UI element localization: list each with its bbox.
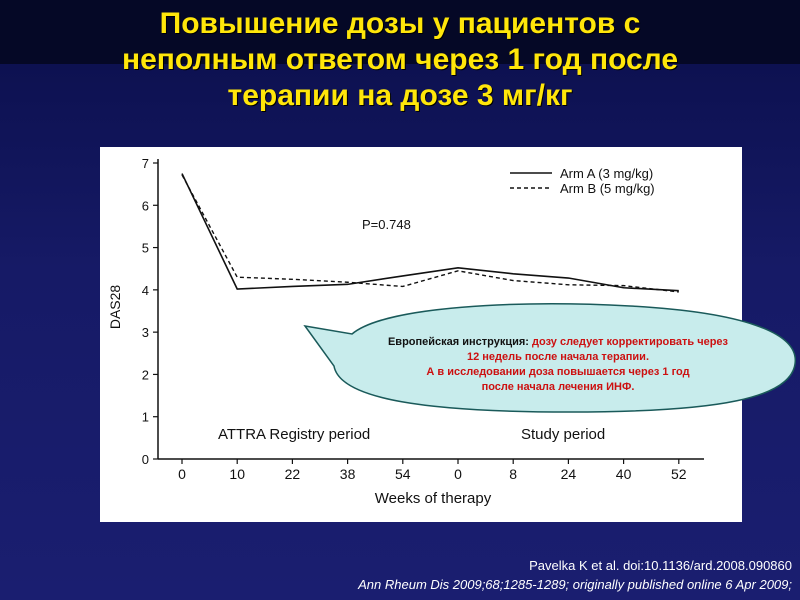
- x-tick-label: 10: [229, 466, 245, 482]
- y-tick-label: 5: [142, 241, 149, 256]
- callout-line-4: после начала лечения ИНФ.: [481, 381, 635, 393]
- period-right-label: Study period: [521, 426, 605, 443]
- x-tick-label: 38: [340, 466, 356, 482]
- x-axis-label: Weeks of therapy: [375, 490, 492, 507]
- title-line-3: терапии на дозе 3 мг/кг: [227, 79, 573, 112]
- y-tick-label: 0: [142, 452, 149, 467]
- citation: Pavelka K et al. doi:10.1136/ard.2008.09…: [192, 556, 792, 594]
- callout-prefix: Европейская инструкция:: [387, 336, 533, 348]
- p-value-annotation: P=0.748: [362, 217, 411, 232]
- x-tick-label: 52: [671, 466, 687, 482]
- y-tick-label: 3: [142, 325, 149, 340]
- chart-series: [181, 173, 679, 293]
- das28-line-chart: 0 1 2 3 4 5 6 7 0 10 22 38 54 0 8 24 40 52 Arm A (3 mg/kg…: [107, 156, 704, 507]
- citation-line-2: Ann Rheum Dis 2009;68;1285-1289; origina…: [358, 577, 792, 592]
- period-left-label: ATTRA Registry period: [218, 426, 370, 443]
- callout-line-3: А в исследовании доза повышается через 1…: [426, 366, 690, 378]
- x-tick-label: 0: [178, 466, 186, 482]
- callout-line-1: дозу следует корректировать через: [532, 336, 729, 348]
- chart-legend: Arm A (3 mg/kg)Arm B (5 mg/kg): [510, 166, 655, 196]
- title-line-1: Повышение дозы у пациентов с: [159, 7, 641, 40]
- callout-text: Европейская инструкция: дозу следует кор…: [340, 335, 776, 395]
- slide-title: Повышение дозы у пациентов с неполным от…: [0, 6, 800, 114]
- x-tick-label: 54: [395, 466, 411, 482]
- x-tick-label: 8: [509, 466, 517, 482]
- title-band: [0, 0, 800, 64]
- title-line-2: неполным ответом через 1 год после: [121, 43, 679, 76]
- callout-line-2: 12 недель после начала терапии.: [466, 351, 650, 363]
- y-tick-label: 7: [142, 156, 149, 171]
- legend-label: Arm B (5 mg/kg): [560, 181, 655, 196]
- y-tick-label: 6: [142, 198, 149, 213]
- x-tick-label: 0: [454, 466, 462, 482]
- x-tick-label: 22: [285, 466, 301, 482]
- chart-axes: [157, 159, 704, 460]
- x-tick-label: 24: [561, 466, 577, 482]
- legend-label: Arm A (3 mg/kg): [560, 166, 653, 181]
- y-tick-label: 1: [142, 410, 149, 425]
- x-tick-label: 40: [616, 466, 632, 482]
- series-line-arm-a: [181, 173, 679, 292]
- y-tick-label: 4: [142, 283, 149, 298]
- y-tick-label: 2: [142, 367, 149, 382]
- series-line-arm-b: [181, 174, 679, 293]
- chart-ticks: 0 1 2 3 4 5 6 7 0 10 22 38 54 0 8 24 40 52: [142, 156, 687, 482]
- citation-line-1: Pavelka K et al. doi:10.1136/ard.2008.09…: [529, 558, 792, 573]
- y-axis-label: DAS28: [107, 285, 123, 330]
